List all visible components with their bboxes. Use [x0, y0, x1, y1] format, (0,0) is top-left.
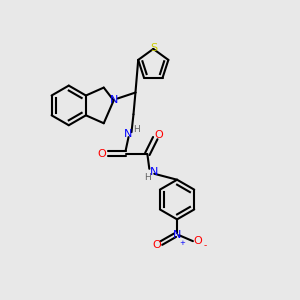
Text: +: +	[179, 240, 185, 246]
Text: -: -	[203, 242, 206, 250]
Text: O: O	[194, 236, 202, 246]
Text: N: N	[124, 129, 133, 139]
Text: N: N	[110, 95, 118, 106]
Text: H: H	[133, 125, 140, 134]
Text: S: S	[151, 43, 158, 53]
Text: O: O	[98, 149, 106, 159]
Text: O: O	[152, 240, 161, 250]
Text: N: N	[173, 230, 181, 240]
Text: N: N	[150, 167, 158, 177]
Text: O: O	[155, 130, 164, 140]
Text: H: H	[144, 173, 151, 182]
